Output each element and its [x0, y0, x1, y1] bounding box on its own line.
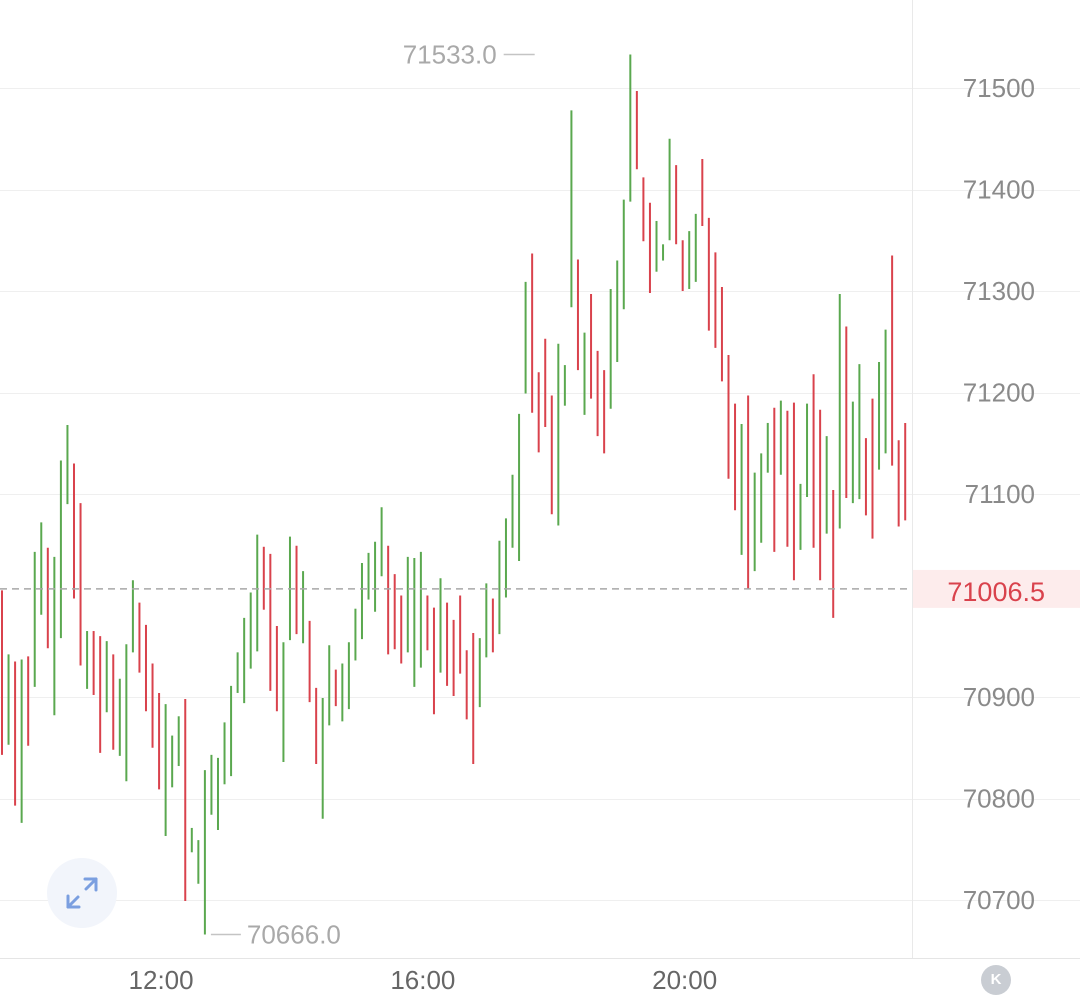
y-tick-label: 71100 [965, 479, 1035, 509]
last-price-label: 71006.5 [947, 577, 1045, 607]
y-axis-labels: 71500 71400 71300 71200 71100 70900 70800 70700 [963, 73, 1035, 915]
x-axis-labels: 12:00 16:00 20:00 [129, 965, 718, 995]
last-price-line: 71006.5 [0, 569, 1080, 608]
extreme-markers: 71533.0 70666.0 [210, 40, 535, 950]
x-tick-label: 16:00 [390, 965, 455, 995]
low-marker-label: 70666.0 [247, 920, 341, 950]
y-tick-label: 70800 [963, 784, 1035, 814]
y-tick-label: 71300 [963, 276, 1035, 306]
kline-toggle-icon[interactable]: K [981, 965, 1011, 995]
last-price-tag [913, 569, 1080, 608]
expand-arrows-icon [66, 877, 98, 909]
grid-layer [0, 88, 1080, 901]
x-tick-label: 12:00 [129, 965, 194, 995]
y-tick-label: 71500 [963, 73, 1035, 103]
fullscreen-button[interactable] [47, 858, 117, 928]
high-marker-label: 71533.0 [403, 40, 497, 70]
y-tick-label: 70700 [963, 885, 1035, 915]
ohlc-bars [1, 54, 907, 935]
x-tick-label: 20:00 [652, 965, 717, 995]
y-tick-label: 71200 [963, 378, 1035, 408]
y-tick-label: 70900 [963, 682, 1035, 712]
y-tick-label: 71400 [963, 175, 1035, 205]
